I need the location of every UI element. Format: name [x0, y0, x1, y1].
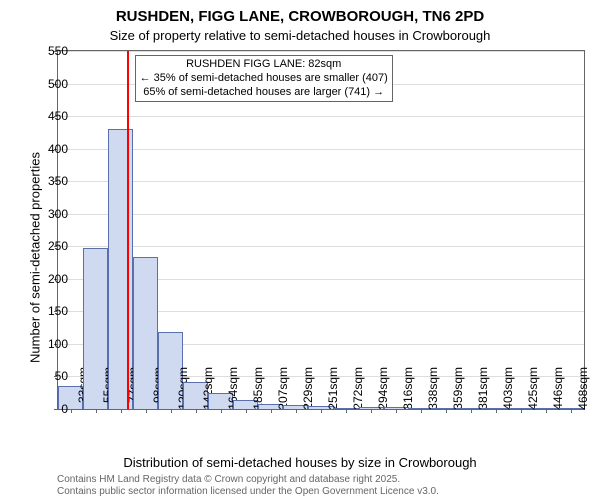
ytick-label: 300	[28, 207, 68, 221]
xtick-mark	[371, 409, 372, 413]
annotation-box: RUSHDEN FIGG LANE: 82sqm← 35% of semi-de…	[135, 55, 393, 102]
xtick-label: 468sqm	[576, 367, 590, 417]
xtick-mark	[571, 409, 572, 413]
xtick-mark	[296, 409, 297, 413]
xtick-label: 142sqm	[201, 367, 215, 417]
xtick-mark	[271, 409, 272, 413]
xtick-mark	[321, 409, 322, 413]
xtick-label: 425sqm	[526, 367, 540, 417]
annotation-line: 65% of semi-detached houses are larger (…	[140, 86, 388, 100]
reference-line	[127, 51, 129, 409]
xtick-label: 446sqm	[551, 367, 565, 417]
footnote-line: Contains public sector information licen…	[57, 486, 439, 497]
xtick-mark	[196, 409, 197, 413]
ytick-label: 350	[28, 174, 68, 188]
xtick-label: 359sqm	[451, 367, 465, 417]
xtick-mark	[146, 409, 147, 413]
xtick-label: 294sqm	[376, 367, 390, 417]
ytick-label: 250	[28, 239, 68, 253]
xtick-mark	[221, 409, 222, 413]
gridline	[58, 149, 584, 150]
x-axis-label: Distribution of semi-detached houses by …	[0, 455, 600, 470]
xtick-mark	[246, 409, 247, 413]
gridline	[58, 246, 584, 247]
xtick-mark	[471, 409, 472, 413]
ytick-label: 500	[28, 77, 68, 91]
annotation-line: ← 35% of semi-detached houses are smalle…	[140, 72, 388, 86]
xtick-label: 338sqm	[426, 367, 440, 417]
xtick-label: 229sqm	[301, 367, 315, 417]
ytick-label: 0	[28, 402, 68, 416]
chart-title: RUSHDEN, FIGG LANE, CROWBOROUGH, TN6 2PD	[0, 8, 600, 25]
ytick-label: 200	[28, 272, 68, 286]
gridline	[58, 51, 584, 52]
gridline	[58, 181, 584, 182]
xtick-mark	[171, 409, 172, 413]
footnote: Contains HM Land Registry data © Crown c…	[57, 474, 587, 498]
xtick-mark	[446, 409, 447, 413]
xtick-label: 207sqm	[276, 367, 290, 417]
xtick-label: 272sqm	[351, 367, 365, 417]
xtick-mark	[346, 409, 347, 413]
chart-container: RUSHDEN, FIGG LANE, CROWBOROUGH, TN6 2PD…	[0, 0, 600, 500]
xtick-mark	[96, 409, 97, 413]
xtick-mark	[521, 409, 522, 413]
xtick-label: 251sqm	[326, 367, 340, 417]
xtick-mark	[121, 409, 122, 413]
ytick-label: 50	[28, 369, 68, 383]
plot-area: 33sqm55sqm77sqm98sqm120sqm142sqm164sqm18…	[57, 50, 585, 410]
xtick-mark	[396, 409, 397, 413]
ytick-label: 550	[28, 44, 68, 58]
xtick-label: 185sqm	[251, 367, 265, 417]
ytick-label: 400	[28, 142, 68, 156]
xtick-mark	[546, 409, 547, 413]
ytick-label: 150	[28, 304, 68, 318]
gridline	[58, 116, 584, 117]
xtick-mark	[71, 409, 72, 413]
xtick-mark	[421, 409, 422, 413]
footnote-line: Contains HM Land Registry data © Crown c…	[57, 474, 400, 485]
xtick-label: 164sqm	[226, 367, 240, 417]
xtick-mark	[496, 409, 497, 413]
gridline	[58, 214, 584, 215]
ytick-label: 100	[28, 337, 68, 351]
xtick-label: 381sqm	[476, 367, 490, 417]
annotation-line: RUSHDEN FIGG LANE: 82sqm	[140, 58, 388, 72]
xtick-label: 403sqm	[501, 367, 515, 417]
chart-subtitle: Size of property relative to semi-detach…	[0, 28, 600, 43]
xtick-label: 316sqm	[401, 367, 415, 417]
ytick-label: 450	[28, 109, 68, 123]
